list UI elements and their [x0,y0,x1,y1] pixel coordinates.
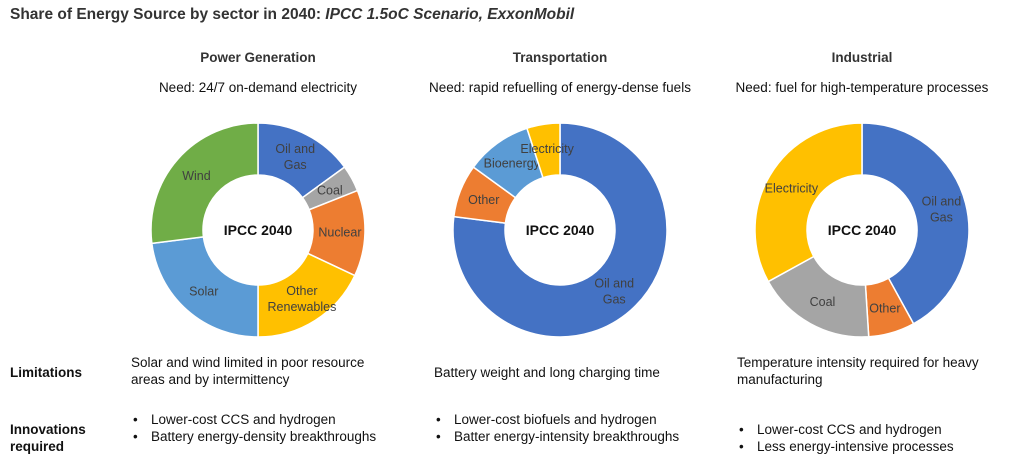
slice-electricity [754,122,863,283]
row-label-limitations: Limitations [10,365,83,380]
sector-title-industrial: Industrial [831,50,893,65]
list-item: Lower-cost biofuels and hydrogen [434,411,694,428]
innovations-power-list: Lower-cost CCS and hydrogen Battery ener… [131,411,391,445]
slice-label-solar: Solar [189,285,218,299]
innovations-industrial-list: Lower-cost CCS and hydrogen Less energy-… [737,421,1007,455]
slice-label-electricity: Electricity [765,181,819,195]
slice-electricity [525,122,561,179]
slice-oil-and-gas [861,122,970,325]
slice-label-bioenergy: Bioenergy [484,157,541,171]
slice-label-oil-and-gas: Oil and Gas [922,195,962,225]
list-item: Batter energy-intensity breakthroughs [434,428,694,445]
list-item: Lower-cost CCS and hydrogen [737,421,1007,438]
innovations-transportation: Lower-cost biofuels and hydrogen Batter … [434,411,694,445]
slice-label-coal: Coal [810,295,836,309]
list-item: Less energy-intensive processes [737,438,1007,455]
slice-label-other-renewables: Other Renewables [268,284,337,314]
slice-label-oil-and-gas: Oil and Gas [275,142,315,172]
sector-need-transportation: Need: rapid refuelling of energy-dense f… [429,80,691,95]
donut-chart-industrial: Oil and Gas Other Coal Electricity IPCC 2040 [754,122,970,338]
sector-title-transportation: Transportation [512,50,608,65]
limitations-transportation: Battery weight and long charging time [434,365,660,380]
title-main: Share of Energy Source by sector in 2040… [10,6,326,23]
innovations-power: Lower-cost CCS and hydrogen Battery ener… [131,411,391,445]
sector-need-industrial: Need: fuel for high-temperature processe… [735,80,989,95]
slice-wind [150,122,259,245]
slice-label-wind: Wind [182,169,211,183]
sector-need-power: Need: 24/7 on-demand electricity [158,80,358,95]
row-label-innovations: Innovations required [10,421,86,455]
slice-label-electricity: Electricity [520,142,574,156]
title-subtitle: IPCC 1.5oC Scenario, ExxonMobil [325,6,575,23]
limitations-industrial: Temperature intensity required for heavy… [737,355,979,387]
innovations-industrial: Lower-cost CCS and hydrogen Less energy-… [737,421,1007,455]
donut-center-label: IPCC 2040 [526,222,595,238]
list-item: Battery energy-density breakthroughs [131,428,391,445]
innovations-transportation-list: Lower-cost biofuels and hydrogen Batter … [434,411,694,445]
donut-center-label: IPCC 2040 [828,222,897,238]
slice-label-other: Other [869,302,900,316]
donut-center-label: IPCC 2040 [224,222,293,238]
list-item: Lower-cost CCS and hydrogen [131,411,391,428]
slice-oil-and-gas [452,122,668,338]
slice-solar [151,236,259,338]
slice-label-oil-and-gas: Oil and Gas [594,277,634,307]
row-label-innovations-line1: Innovations [10,422,86,437]
row-label-innovations-line2: required [10,439,65,454]
page-title: Share of Energy Source by sector in 2040… [10,6,574,24]
slice-label-other: Other [468,193,499,207]
limitations-power: Solar and wind limited in poor resource … [131,355,365,387]
sector-title-power: Power Generation [200,50,316,65]
slice-label-coal: Coal [317,183,343,197]
slice-label-nuclear: Nuclear [318,226,361,240]
